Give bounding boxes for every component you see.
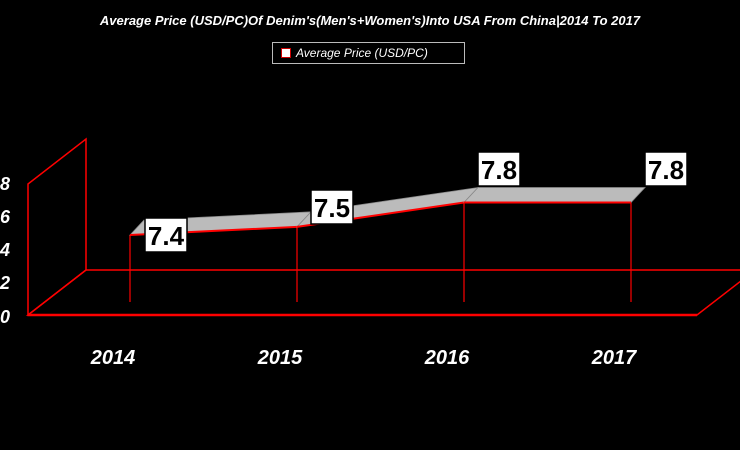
legend: Average Price (USD/PC) [272,42,465,64]
x-category-label: 2016 [424,347,470,369]
data-label: 7.4 [148,221,185,251]
chart-title: Average Price (USD/PC)Of Denim's(Men's+W… [99,13,641,28]
ribbon-segment [463,187,646,203]
data-label-box [477,151,521,187]
x-category-label: 2015 [257,347,303,369]
y-tick-label: 4 [0,240,10,260]
left-wall [27,137,87,317]
data-label: 7.8 [648,155,684,185]
y-tick-label: 2 [0,273,10,293]
x-category-label: 2017 [591,347,637,369]
data-label: 7.8 [481,155,517,185]
legend-label: Average Price (USD/PC) [296,46,428,60]
data-label: 7.5 [314,193,350,223]
floor [25,269,740,316]
y-tick-label: 8 [0,174,10,194]
data-label-box [144,217,188,253]
x-category-label: 2014 [90,347,136,369]
data-label-box [644,151,688,187]
data-label-box [310,189,354,225]
legend-swatch [281,48,291,58]
y-tick-label: 6 [0,207,11,227]
y-tick-label: 0 [0,307,10,327]
